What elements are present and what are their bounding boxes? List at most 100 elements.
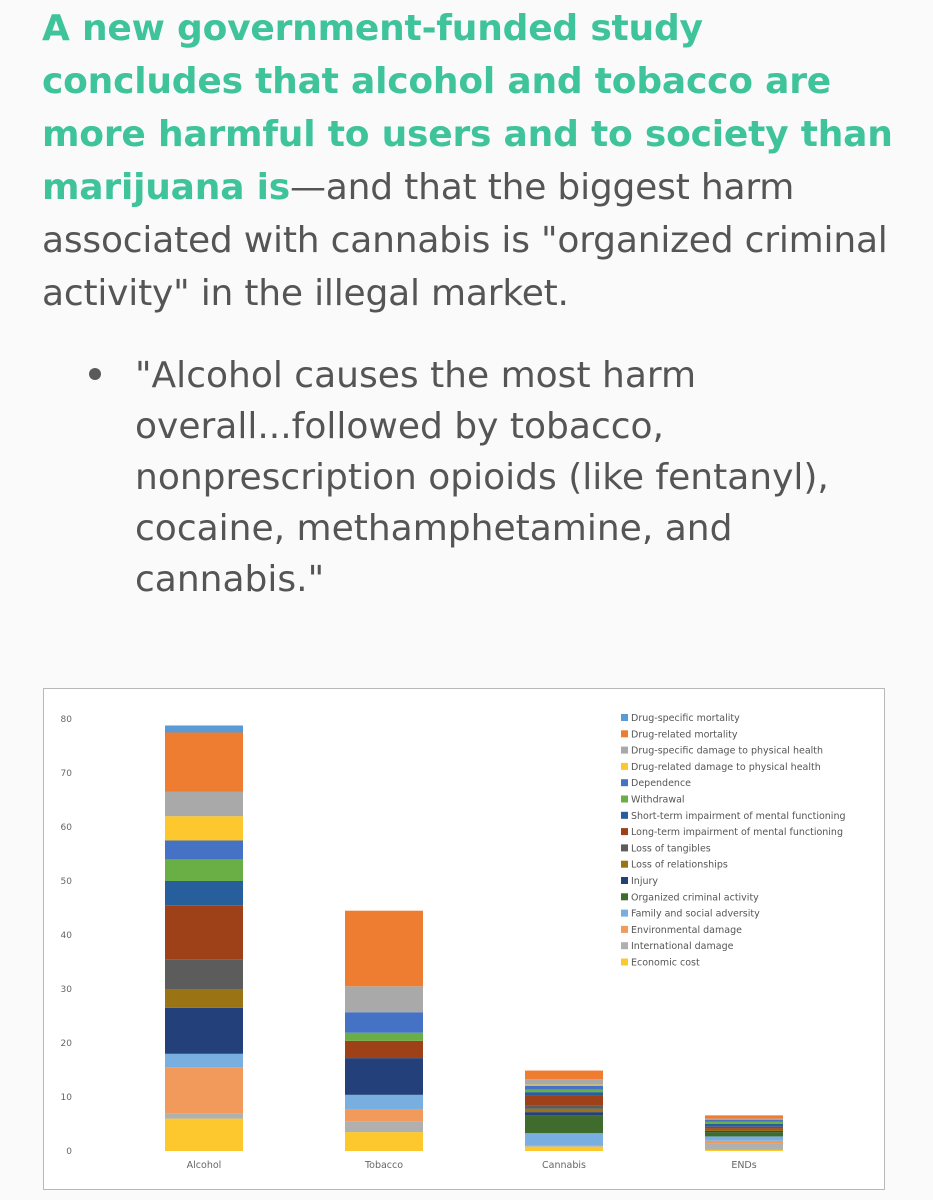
bar-segment-3-1 (705, 1143, 783, 1150)
bar-segment-2-1 (525, 1145, 603, 1147)
bar-segment-0-0 (165, 1118, 243, 1151)
bar-segment-1-10 (345, 1032, 423, 1041)
x-tick-label-0: Alcohol (187, 1160, 222, 1171)
bar-segment-3-14 (705, 1115, 783, 1119)
bar-segment-2-8 (525, 1095, 603, 1106)
legend-label-5: Withdrawal (631, 795, 685, 806)
bar-segment-2-12 (525, 1084, 603, 1086)
x-tick-label-3: ENDs (731, 1160, 756, 1171)
headline-rest: —and that the biggest harm associated wi… (42, 167, 888, 314)
bar-segment-0-1 (165, 1113, 243, 1119)
legend-label-13: Environmental damage (631, 925, 742, 936)
harm-chart: 0 10 20 30 40 50 60 70 80 Alcohol Tobacco Cannabis E… (43, 688, 885, 1190)
y-tick-label-3: 30 (61, 985, 73, 995)
y-tick-label-5: 50 (61, 877, 73, 887)
legend-label-7: Long-term impairment of mental functioni… (631, 827, 843, 838)
legend-label-0: Drug-specific mortality (631, 713, 740, 724)
bullet-icon (89, 368, 101, 380)
bar-segment-3-7 (705, 1128, 783, 1130)
legend-label-12: Family and social adversity (631, 909, 760, 920)
bar-segment-1-0 (345, 1132, 423, 1151)
bar-segment-3-13 (705, 1118, 783, 1120)
bar-segment-3-5 (705, 1131, 783, 1133)
bar-segment-0-8 (165, 905, 243, 960)
bar-segment-3-10 (705, 1121, 783, 1124)
bar-segment-2-7 (525, 1105, 603, 1109)
y-tick-label-6: 60 (61, 823, 73, 833)
y-tick-label-7: 70 (61, 769, 73, 779)
legend-swatch-15 (621, 958, 628, 966)
bar-segment-0-14 (165, 732, 243, 792)
bar-segment-1-3 (345, 1094, 423, 1110)
chart-canvas: 0 10 20 30 40 50 60 70 80 Alcohol Tobacco Cannabis E… (61, 713, 846, 1171)
bar-segment-0-15 (165, 725, 243, 733)
legend-swatch-10 (621, 877, 628, 884)
bar-segment-0-2 (165, 1067, 243, 1114)
legend-label-6: Short-term impairment of mental function… (631, 811, 846, 822)
legend-swatch-2 (621, 746, 628, 754)
legend-label-2: Drug-specific damage to physical health (631, 746, 823, 757)
bar-segment-2-13 (525, 1079, 603, 1085)
bar-segment-2-3 (525, 1133, 603, 1146)
bar-segment-1-11 (345, 1012, 423, 1033)
legend-swatch-5 (621, 795, 628, 803)
legend-label-8: Loss of tangibles (631, 843, 711, 854)
bar-segment-3-6 (705, 1129, 783, 1132)
legend-swatch-13 (621, 925, 628, 933)
bar-segment-0-11 (165, 840, 243, 860)
legend-swatch-11 (621, 893, 628, 901)
bar-segment-1-1 (345, 1121, 423, 1133)
bar-segment-2-0 (525, 1146, 603, 1151)
legend-swatch-14 (621, 942, 628, 950)
legend-label-11: Organized criminal activity (631, 892, 759, 903)
y-tick-label-4: 40 (61, 931, 73, 941)
bar-segment-2-5 (525, 1112, 603, 1116)
bar-segment-0-13 (165, 791, 243, 817)
legend-swatch-12 (621, 909, 628, 917)
bar-segment-2-10 (525, 1089, 603, 1093)
legend-swatch-4 (621, 779, 628, 787)
legend-label-15: Economic cost (631, 958, 700, 969)
x-tick-label-2: Cannabis (542, 1160, 586, 1171)
legend-label-3: Drug-related damage to physical health (631, 762, 821, 773)
bar-segment-1-8 (345, 1040, 423, 1059)
legend-label-14: International damage (631, 941, 734, 952)
bar-segment-1-14 (345, 910, 423, 987)
x-tick-label-1: Tobacco (364, 1160, 403, 1171)
bar-segment-0-9 (165, 881, 243, 906)
bar-segment-1-13 (345, 986, 423, 1013)
legend-label-10: Injury (631, 876, 658, 887)
legend-swatch-1 (621, 730, 628, 738)
bar-segment-1-2 (345, 1109, 423, 1122)
bar-segment-3-2 (705, 1140, 783, 1144)
bar-segment-3-9 (705, 1124, 783, 1127)
bar-segment-3-0 (705, 1149, 783, 1151)
legend-swatch-6 (621, 811, 628, 819)
y-tick-label-8: 80 (61, 715, 73, 725)
bar-segment-3-8 (705, 1126, 783, 1129)
bar-segment-0-7 (165, 959, 243, 989)
legend-label-1: Drug-related mortality (631, 729, 738, 740)
bar-segment-0-5 (165, 1007, 243, 1054)
y-tick-label-0: 0 (66, 1147, 72, 1157)
bar-segment-2-6 (525, 1108, 603, 1113)
y-tick-label-1: 10 (61, 1093, 73, 1103)
headline-highlight: A new government-funded study concludes … (42, 8, 893, 208)
headline: A new government-funded study concludes … (42, 2, 912, 320)
bar-segment-2-9 (525, 1092, 603, 1096)
legend-swatch-0 (621, 714, 628, 721)
bar-segment-1-5 (345, 1058, 423, 1095)
y-tick-label-2: 20 (61, 1039, 73, 1049)
bar-segment-3-4 (705, 1132, 783, 1137)
bar-segment-0-10 (165, 859, 243, 881)
legend-swatch-8 (621, 844, 628, 852)
bar-segment-0-12 (165, 816, 243, 841)
bar-segment-3-11 (705, 1119, 783, 1122)
bar-segment-0-6 (165, 989, 243, 1008)
bar-segment-3-3 (705, 1136, 783, 1141)
bullet-quote: "Alcohol causes the most harm overall...… (135, 355, 829, 600)
bar-segment-2-14 (525, 1070, 603, 1080)
legend-label-9: Loss of relationships (631, 860, 728, 871)
bar-segment-0-3 (165, 1053, 243, 1068)
legend-swatch-3 (621, 762, 628, 770)
